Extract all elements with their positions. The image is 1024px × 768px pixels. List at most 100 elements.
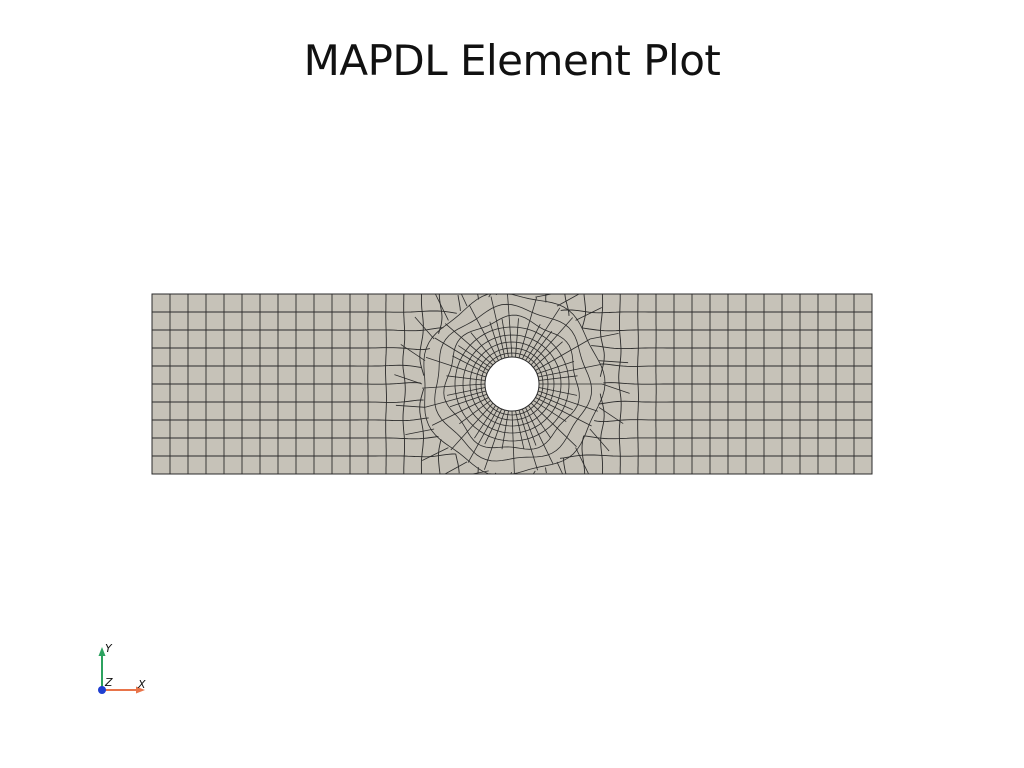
mesh-edge bbox=[538, 364, 600, 378]
mesh-edge bbox=[152, 417, 429, 422]
mesh-edge bbox=[446, 387, 486, 396]
mesh-edge bbox=[425, 357, 487, 378]
mesh-edge bbox=[422, 383, 486, 389]
x-axis-arrowhead bbox=[136, 686, 145, 694]
mesh-edge bbox=[462, 334, 562, 434]
mesh-edge bbox=[599, 393, 605, 474]
mesh-edge bbox=[583, 435, 872, 440]
mesh-edge bbox=[467, 407, 499, 463]
mesh-edge bbox=[419, 388, 425, 475]
mesh-edge bbox=[530, 317, 574, 366]
mesh-edge bbox=[152, 364, 422, 368]
mesh-edge bbox=[484, 408, 503, 445]
mesh-edge bbox=[511, 410, 515, 475]
mesh-edge bbox=[591, 345, 872, 350]
mesh-edge bbox=[474, 405, 496, 439]
mesh-edge bbox=[556, 293, 580, 307]
mesh-edge bbox=[434, 337, 489, 371]
y-axis-arrowhead bbox=[98, 647, 106, 656]
mesh-edge bbox=[422, 447, 449, 461]
mesh-edge bbox=[449, 393, 488, 408]
mesh-edge bbox=[603, 382, 872, 385]
mesh-edge bbox=[461, 293, 468, 307]
z-axis-dot bbox=[98, 686, 106, 694]
mesh-edge bbox=[532, 470, 536, 475]
mesh-edge bbox=[475, 347, 549, 421]
mesh-edge bbox=[152, 347, 430, 351]
mesh-edge bbox=[507, 294, 513, 358]
x-axis-label: X bbox=[137, 678, 146, 691]
mesh-edge bbox=[457, 295, 461, 311]
mesh-edge bbox=[545, 467, 547, 474]
mesh-edge bbox=[530, 402, 577, 447]
mesh-edge bbox=[501, 318, 509, 358]
mesh-edge bbox=[598, 360, 629, 364]
mesh-edge bbox=[434, 303, 593, 462]
mesh-edge bbox=[535, 397, 592, 427]
mesh-edge bbox=[419, 294, 425, 376]
mesh-edge bbox=[559, 454, 872, 459]
mesh-edge bbox=[538, 375, 578, 381]
mesh-edge bbox=[443, 314, 580, 450]
mesh-edge bbox=[454, 326, 570, 442]
mesh-edge bbox=[152, 310, 457, 314]
mesh-edge bbox=[469, 341, 555, 427]
mesh-edge bbox=[472, 470, 489, 475]
mesh-edge bbox=[414, 316, 435, 340]
mesh-edge bbox=[438, 294, 443, 334]
mesh-edge bbox=[575, 447, 589, 474]
mesh-edge bbox=[600, 363, 872, 367]
mesh-edge bbox=[537, 390, 598, 412]
mesh-edge bbox=[458, 345, 491, 368]
mesh-edge bbox=[400, 344, 426, 362]
mesh-edge bbox=[518, 409, 538, 471]
mesh-edge bbox=[575, 307, 602, 321]
mesh-edge bbox=[598, 406, 624, 424]
mesh-edge bbox=[535, 338, 591, 371]
mesh-edge bbox=[533, 400, 567, 422]
mesh-edge bbox=[525, 407, 554, 465]
y-axis-label: Y bbox=[105, 642, 113, 655]
plot-title: MAPDL Element Plot bbox=[303, 36, 721, 85]
mesh-edge bbox=[152, 453, 456, 458]
mesh-edge bbox=[450, 402, 494, 451]
mesh-edge bbox=[152, 382, 421, 385]
mesh-edge bbox=[528, 331, 553, 363]
mesh-edge bbox=[424, 390, 487, 408]
mesh-edge bbox=[515, 410, 525, 449]
mesh-edge bbox=[538, 387, 578, 396]
mesh-edge bbox=[444, 461, 468, 475]
mesh-edge bbox=[152, 399, 424, 403]
mesh-edges bbox=[152, 293, 872, 475]
mesh-edge bbox=[533, 341, 563, 368]
mesh-edge bbox=[515, 318, 519, 358]
mesh-edge bbox=[601, 383, 630, 394]
mesh-edge bbox=[501, 410, 509, 450]
mesh-edge bbox=[582, 327, 872, 332]
mesh-edge bbox=[405, 428, 435, 435]
mesh-edge bbox=[535, 293, 552, 298]
mesh-edge bbox=[455, 453, 460, 474]
mesh-edge bbox=[484, 409, 506, 470]
mesh-edge bbox=[518, 297, 537, 359]
mesh-edge bbox=[489, 321, 503, 360]
mesh-edge bbox=[556, 461, 563, 475]
mesh-edge bbox=[394, 374, 423, 385]
mesh-edge bbox=[521, 408, 537, 446]
mesh-edge bbox=[459, 400, 491, 425]
center-hole bbox=[484, 356, 540, 412]
mesh-edge bbox=[470, 332, 496, 363]
mesh-edge bbox=[452, 355, 488, 375]
plate-border bbox=[151, 293, 873, 475]
mesh-edge bbox=[446, 375, 486, 381]
mesh-edge bbox=[599, 294, 605, 377]
z-axis-label: Z bbox=[104, 676, 113, 689]
mesh-edge bbox=[468, 304, 499, 361]
mesh-edge bbox=[488, 293, 492, 298]
mesh-edge bbox=[598, 400, 872, 405]
mesh-edge bbox=[536, 361, 575, 375]
mesh-edge bbox=[431, 397, 489, 426]
mesh-edge bbox=[435, 294, 449, 321]
